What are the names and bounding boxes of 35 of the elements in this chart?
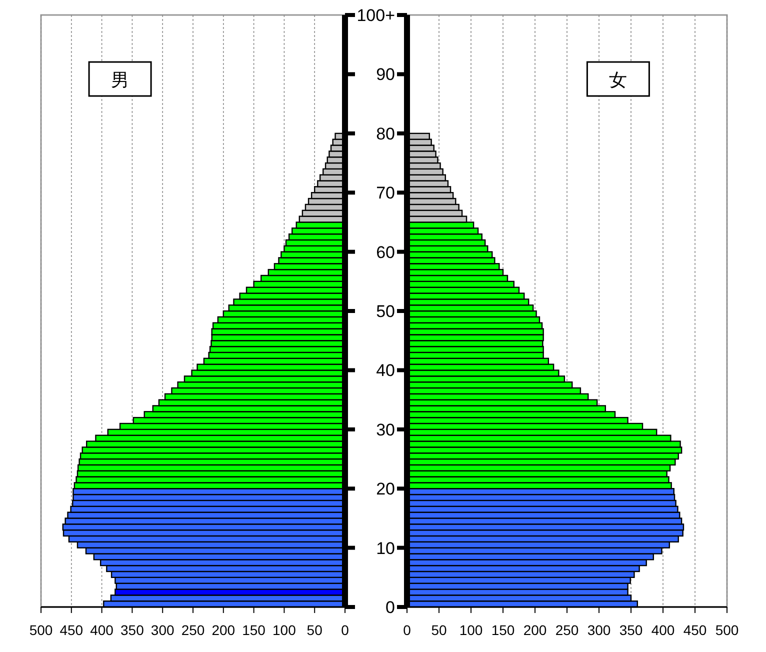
x-tick-label: 400	[90, 622, 114, 638]
x-tick-label: 500	[715, 622, 739, 638]
x-tick-label: 50	[431, 622, 447, 638]
y-tick-label: 30	[376, 420, 395, 440]
y-tick-label: 50	[376, 302, 395, 321]
x-tick-label: 200	[212, 622, 236, 638]
y-tick-label: 40	[376, 361, 395, 380]
y-tick-label: 90	[376, 65, 395, 84]
x-tick-label: 0	[341, 622, 350, 638]
x-tick-label: 300	[587, 622, 611, 638]
x-tick-label: 200	[523, 622, 547, 638]
x-tick-label: 400	[651, 622, 675, 638]
x-tick-label: 0	[403, 622, 412, 638]
y-tick-label: 60	[376, 242, 395, 262]
y-tick-label: 100+	[356, 6, 396, 25]
y-tick-label: 20	[376, 480, 395, 499]
x-tick-label: 150	[242, 622, 266, 638]
x-tick-label: 150	[491, 622, 515, 638]
x-tick-label: 350	[619, 622, 643, 638]
x-tick-label: 250	[181, 622, 205, 638]
x-tick-label: 300	[150, 622, 174, 638]
x-tick-label: 50	[306, 622, 323, 638]
x-tick-label: 450	[683, 622, 707, 638]
y-tick-label: 10	[376, 538, 395, 558]
x-tick-label: 100	[459, 622, 483, 638]
text: 女	[609, 70, 628, 90]
text: 男	[111, 70, 130, 90]
x-tick-label: 250	[555, 622, 579, 638]
x-tick-label: 450	[60, 622, 84, 638]
x-tick-label: 500	[29, 622, 53, 638]
y-tick-label: 0	[386, 598, 395, 617]
x-tick-label: 350	[120, 622, 144, 638]
x-tick-label: 100	[272, 622, 296, 638]
y-tick-label: 70	[376, 184, 395, 203]
y-tick-label: 80	[376, 124, 395, 144]
